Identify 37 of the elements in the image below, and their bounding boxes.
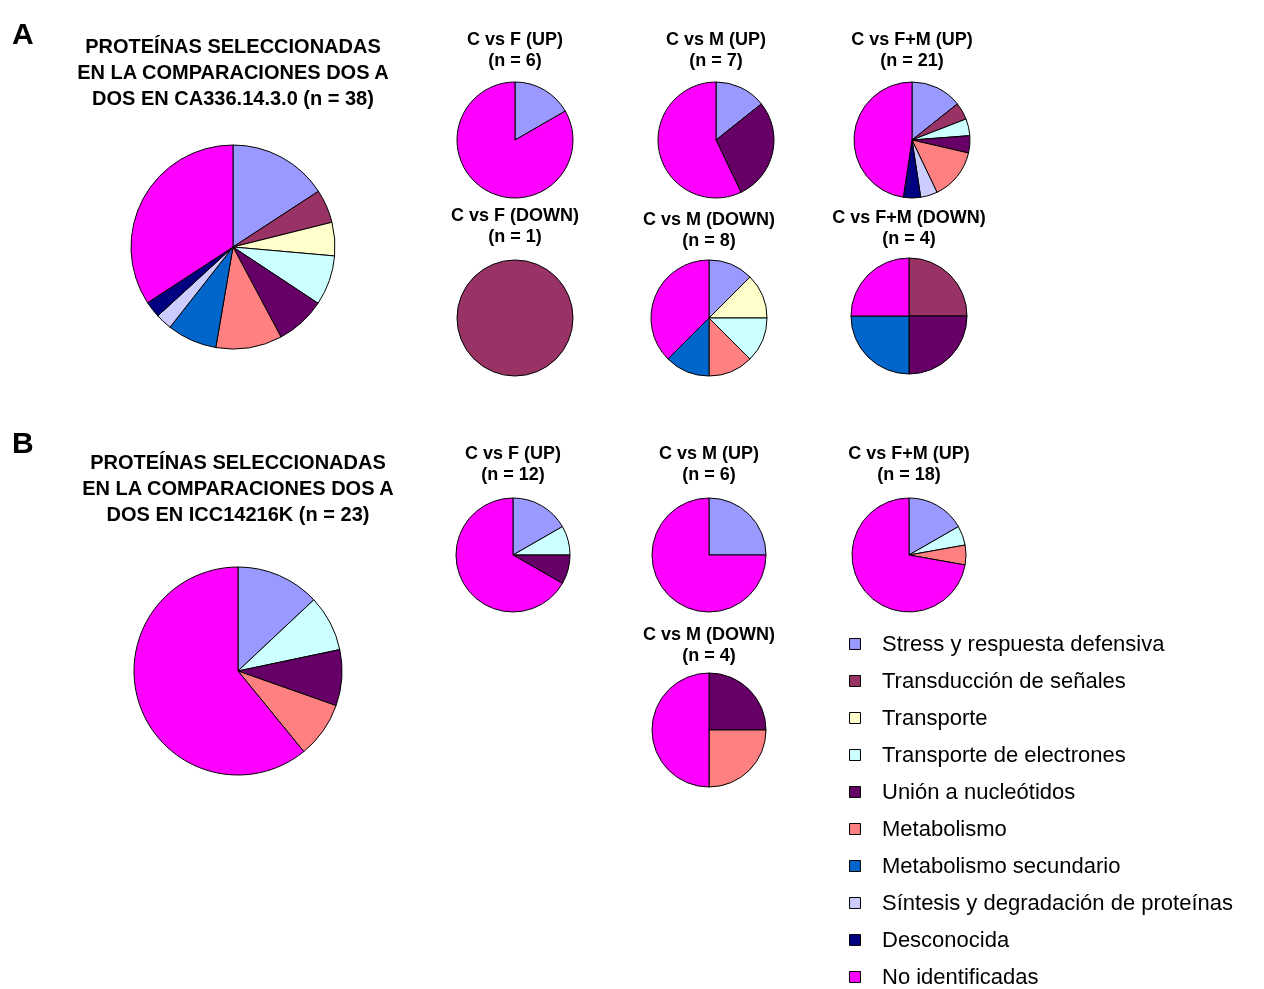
chart-subtitle: (n = 6) bbox=[682, 464, 736, 484]
chart-title: C vs F+M (UP) bbox=[848, 443, 970, 463]
pie-slice bbox=[651, 497, 767, 613]
chart-title: PROTEÍNAS SELECCIONADAS EN LA COMPARACIONES DOS A DOS EN ICC14216K (n = 23) bbox=[82, 451, 394, 525]
chart-title: C vs F+M (UP) bbox=[851, 29, 973, 49]
legend-label: Desconocida bbox=[882, 927, 1010, 952]
legend-label: Unión a nucleótidos bbox=[882, 779, 1076, 804]
text: A bbox=[12, 17, 34, 50]
legend-label: Metabolismo bbox=[882, 816, 1007, 841]
chart-title: C vs F (DOWN) bbox=[451, 205, 579, 225]
chart-subtitle: (n = 18) bbox=[877, 464, 941, 484]
chart-subtitle: (n = 8) bbox=[682, 230, 736, 250]
legend-label: Stress y respuesta defensiva bbox=[882, 631, 1166, 656]
legend-label: Transducción de señales bbox=[882, 668, 1126, 693]
chart-subtitle: (n = 6) bbox=[488, 50, 542, 70]
chart-title: C vs M (UP) bbox=[658, 443, 760, 463]
pie-slice bbox=[851, 497, 966, 613]
chart-subtitle: (n = 7) bbox=[689, 50, 743, 70]
legend-label: Transporte de electrones bbox=[882, 742, 1126, 767]
chart-title: C vs F+M (DOWN) bbox=[832, 207, 986, 227]
chart-title: C vs M (UP) bbox=[665, 29, 767, 49]
chart-title: C vs M (DOWN) bbox=[643, 209, 775, 229]
chart-subtitle: (n = 4) bbox=[682, 645, 736, 665]
legend-label: No identificadas bbox=[882, 964, 1039, 989]
text: B bbox=[12, 426, 34, 459]
chart-title: C vs F (UP) bbox=[466, 29, 564, 49]
chart-title: C vs M (DOWN) bbox=[643, 624, 775, 644]
chart-subtitle: (n = 21) bbox=[880, 50, 944, 70]
pie-slice bbox=[456, 81, 574, 199]
chart-subtitle: (n = 4) bbox=[882, 228, 936, 248]
chart-subtitle: (n = 1) bbox=[488, 226, 542, 246]
legend-label: Transporte bbox=[882, 705, 988, 730]
chart-title: C vs F (UP) bbox=[464, 443, 562, 463]
chart-subtitle: (n = 12) bbox=[481, 464, 545, 484]
legend-label: Metabolismo secundario bbox=[882, 853, 1121, 878]
legend-label: Síntesis y degradación de proteínas bbox=[882, 890, 1234, 915]
chart-title: PROTEÍNAS SELECCIONADAS EN LA COMPARACIONES DOS A DOS EN CA336.14.3.0 (n = 38) bbox=[77, 35, 389, 109]
